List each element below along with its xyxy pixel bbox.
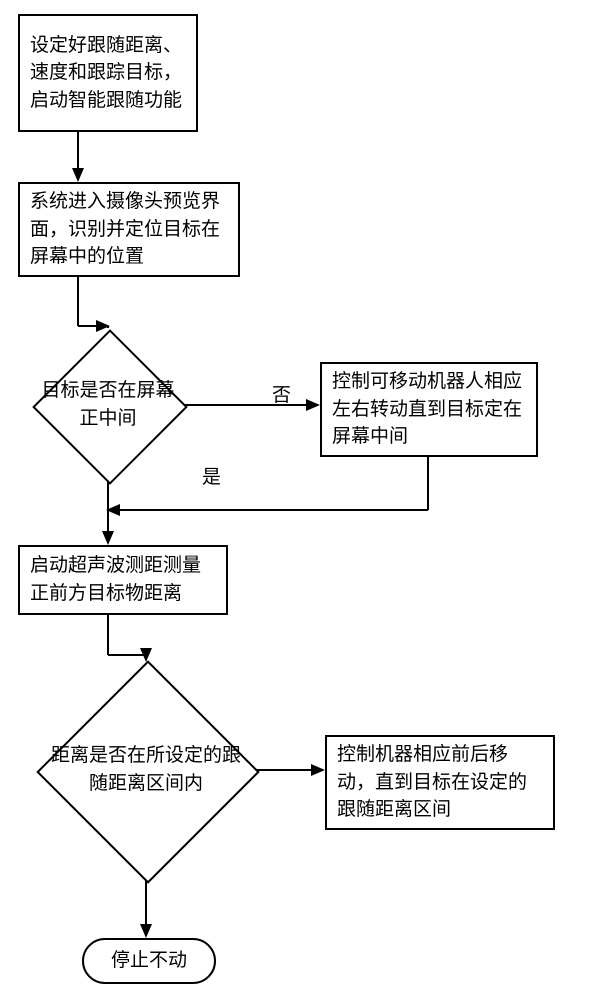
decision2-diamond (36, 660, 259, 883)
step3-text: 启动超声波测距测量正前方目标物距离 (30, 552, 216, 607)
action1-text: 控制可移动机器人相应左右转动直到目标定在屏幕中间 (332, 368, 526, 451)
label-yes-1: 是 (200, 462, 223, 489)
label-no-1: 否 (270, 380, 293, 407)
connector-lines (0, 0, 604, 1000)
action2-text: 控制机器相应前后移动，直到目标在设定的跟随距离区间 (337, 741, 543, 824)
decision1-diamond (32, 329, 188, 485)
step2-text: 系统进入摄像头预览界面，识别并定位目标在屏幕中的位置 (30, 188, 228, 271)
step2-box: 系统进入摄像头预览界面，识别并定位目标在屏幕中的位置 (18, 182, 240, 277)
action1-box: 控制可移动机器人相应左右转动直到目标定在屏幕中间 (320, 362, 538, 457)
step3-box: 启动超声波测距测量正前方目标物距离 (18, 545, 228, 615)
end-text: 停止不动 (111, 947, 187, 975)
start-text: 设定好跟随距离、速度和跟踪目标，启动智能跟随功能 (30, 32, 186, 115)
end-terminator: 停止不动 (82, 938, 216, 984)
start-box: 设定好跟随距离、速度和跟踪目标，启动智能跟随功能 (18, 14, 198, 132)
action2-box: 控制机器相应前后移动，直到目标在设定的跟随距离区间 (325, 735, 555, 830)
